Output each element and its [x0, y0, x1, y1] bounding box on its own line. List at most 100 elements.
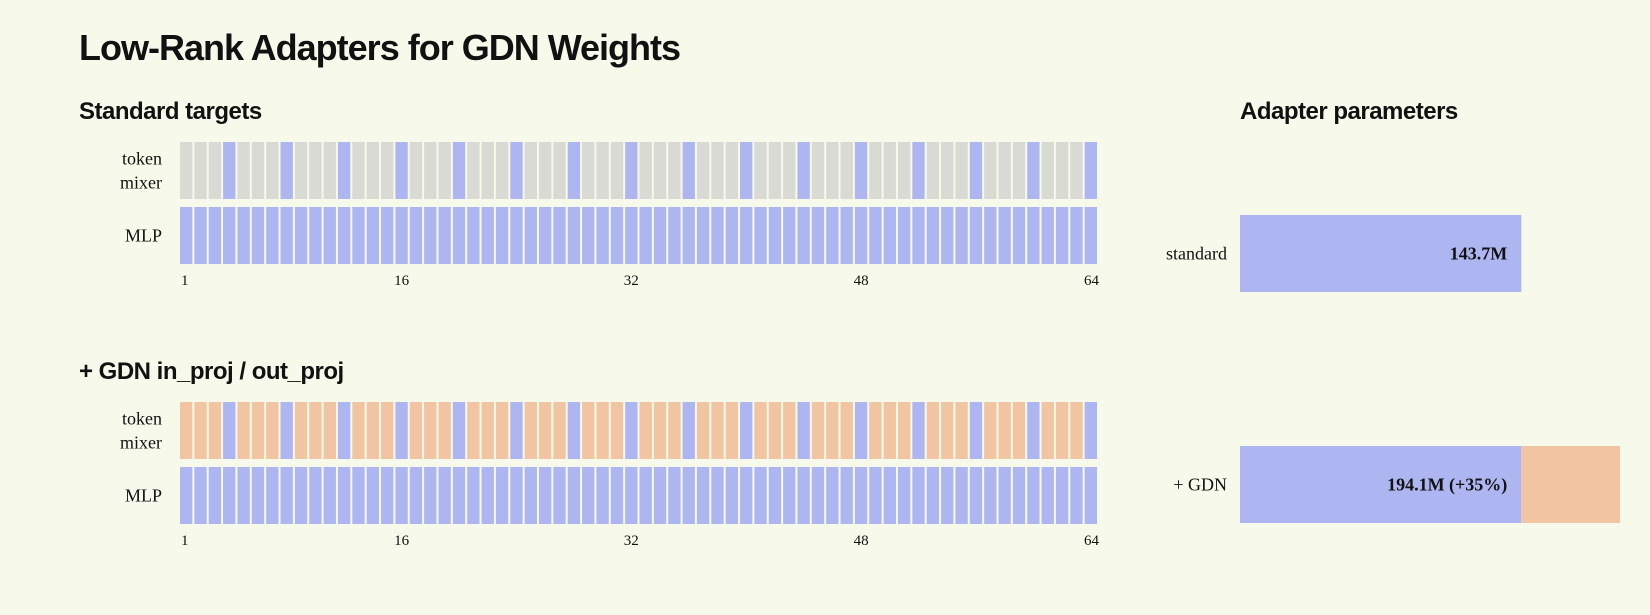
layer-cell-mlp-50: [883, 207, 896, 264]
layer-cell-mlp-63: [1070, 467, 1083, 524]
bar-value-label-1: 143.7M: [1450, 244, 1508, 264]
layer-cell-token-mixer-47: [840, 402, 853, 459]
layer-cell-token-mixer-47: [840, 142, 853, 199]
layer-cell-token-mixer-54: [941, 142, 954, 199]
layer-cell-mlp-11: [323, 467, 336, 524]
x-tick-64: 64: [1084, 533, 1100, 549]
layer-cell-token-mixer-32: [625, 142, 638, 199]
layer-cell-token-mixer-7: [266, 142, 279, 199]
layer-cell-token-mixer-27: [553, 142, 566, 199]
layer-cell-mlp-16: [395, 467, 408, 524]
layer-cell-mlp-29: [582, 467, 595, 524]
layer-cell-token-mixer-38: [711, 142, 724, 199]
adapter-parameters-chart: standard 143.7M + GDN 194.1M (+35%): [1166, 215, 1620, 523]
layer-cell-mlp-36: [682, 207, 695, 264]
layer-cell-mlp-9: [294, 467, 308, 524]
layer-cell-mlp-25: [524, 467, 537, 524]
layer-cell-token-mixer-25: [524, 402, 537, 459]
layer-cell-mlp-17: [409, 467, 423, 524]
layer-cell-token-mixer-50: [883, 402, 896, 459]
layer-cell-mlp-40: [740, 207, 753, 264]
layer-cell-mlp-17: [409, 207, 423, 264]
layer-cell-mlp-39: [725, 207, 739, 264]
layer-cell-token-mixer-17: [409, 142, 423, 199]
panel-title-standard: Standard targets: [79, 98, 262, 125]
layer-cell-token-mixer-55: [955, 402, 968, 459]
layer-cell-mlp-54: [941, 207, 954, 264]
layer-cell-token-mixer-54: [941, 402, 954, 459]
layer-cell-mlp-18: [424, 207, 437, 264]
layer-cell-mlp-29: [582, 207, 595, 264]
layer-cell-token-mixer-14: [366, 142, 380, 199]
layer-cell-mlp-64: [1084, 207, 1097, 264]
layer-cell-token-mixer-35: [668, 142, 681, 199]
layer-cell-token-mixer-43: [783, 402, 796, 459]
layer-cell-mlp-15: [381, 207, 394, 264]
layer-cell-token-mixer-31: [610, 142, 624, 199]
layer-cell-mlp-58: [998, 467, 1011, 524]
layer-cell-mlp-6: [251, 207, 265, 264]
layer-cell-mlp-64: [1084, 467, 1097, 524]
layer-cell-token-mixer-46: [826, 402, 839, 459]
x-tick-32: 32: [624, 273, 639, 289]
layer-cell-token-mixer-8: [280, 402, 293, 459]
layer-cell-mlp-54: [941, 467, 954, 524]
layer-cell-token-mixer-53: [926, 142, 940, 199]
layer-cell-mlp-7: [266, 467, 279, 524]
bar-value-label-2: 194.1M (+35%): [1387, 475, 1507, 496]
row-label-token-mixer-2: mixer: [120, 433, 162, 453]
layer-cell-mlp-32: [625, 467, 638, 524]
layer-cell-mlp-30: [596, 207, 609, 264]
layer-cell-token-mixer-36: [682, 402, 695, 459]
layer-cell-mlp-59: [1012, 467, 1026, 524]
layer-cell-mlp-4: [223, 207, 236, 264]
layer-cell-mlp-21: [467, 467, 480, 524]
layer-cell-token-mixer-30: [596, 142, 609, 199]
layer-cell-token-mixer-6: [251, 142, 265, 199]
layer-cell-mlp-18: [424, 467, 437, 524]
layer-cell-mlp-56: [969, 467, 983, 524]
layer-cell-token-mixer-28: [567, 142, 581, 199]
layer-cell-token-mixer-64: [1084, 142, 1097, 199]
layer-cell-mlp-53: [926, 207, 940, 264]
layer-cell-mlp-22: [481, 467, 494, 524]
layer-cell-token-mixer-38: [711, 402, 724, 459]
x-tick-1: 1: [181, 533, 189, 549]
layer-cell-token-mixer-39: [725, 142, 739, 199]
layer-cell-token-mixer-40: [740, 142, 753, 199]
layer-cell-mlp-1: [180, 207, 193, 264]
layer-cell-mlp-31: [610, 467, 624, 524]
layer-cell-token-mixer-27: [553, 402, 566, 459]
layer-cell-mlp-37: [696, 207, 710, 264]
layer-cell-token-mixer-34: [653, 142, 667, 199]
layer-cell-mlp-60: [1027, 467, 1040, 524]
layer-cell-token-mixer-55: [955, 142, 968, 199]
layer-cell-token-mixer-62: [1055, 402, 1069, 459]
layer-cell-mlp-16: [395, 207, 408, 264]
layer-cell-mlp-5: [237, 207, 250, 264]
layer-cell-token-mixer-52: [912, 142, 925, 199]
layer-cell-token-mixer-46: [826, 142, 839, 199]
layer-cell-mlp-52: [912, 207, 925, 264]
layer-cell-mlp-33: [639, 207, 652, 264]
layer-cell-mlp-56: [969, 207, 983, 264]
layer-cell-token-mixer-61: [1041, 142, 1054, 199]
x-tick-16: 16: [394, 533, 410, 549]
layer-cell-token-mixer-14: [366, 402, 380, 459]
layer-cell-mlp-33: [639, 467, 652, 524]
layer-cell-token-mixer-41: [754, 142, 767, 199]
layer-cell-token-mixer-30: [596, 402, 609, 459]
layer-cell-token-mixer-24: [510, 402, 523, 459]
layer-cell-mlp-10: [309, 207, 322, 264]
panel-title-gdn: + GDN in_proj / out_proj: [79, 358, 344, 385]
layer-cell-mlp-26: [538, 467, 552, 524]
row-label-token-mixer-1: token: [122, 149, 162, 169]
layer-cell-token-mixer-10: [309, 402, 322, 459]
layer-cell-token-mixer-3: [208, 142, 222, 199]
layer-cell-mlp-8: [280, 467, 293, 524]
layer-cell-mlp-19: [438, 467, 451, 524]
layer-cell-mlp-14: [366, 467, 380, 524]
layer-cell-token-mixer-15: [381, 402, 394, 459]
layer-cell-token-mixer-1: [180, 402, 193, 459]
layer-cell-mlp-35: [668, 207, 681, 264]
